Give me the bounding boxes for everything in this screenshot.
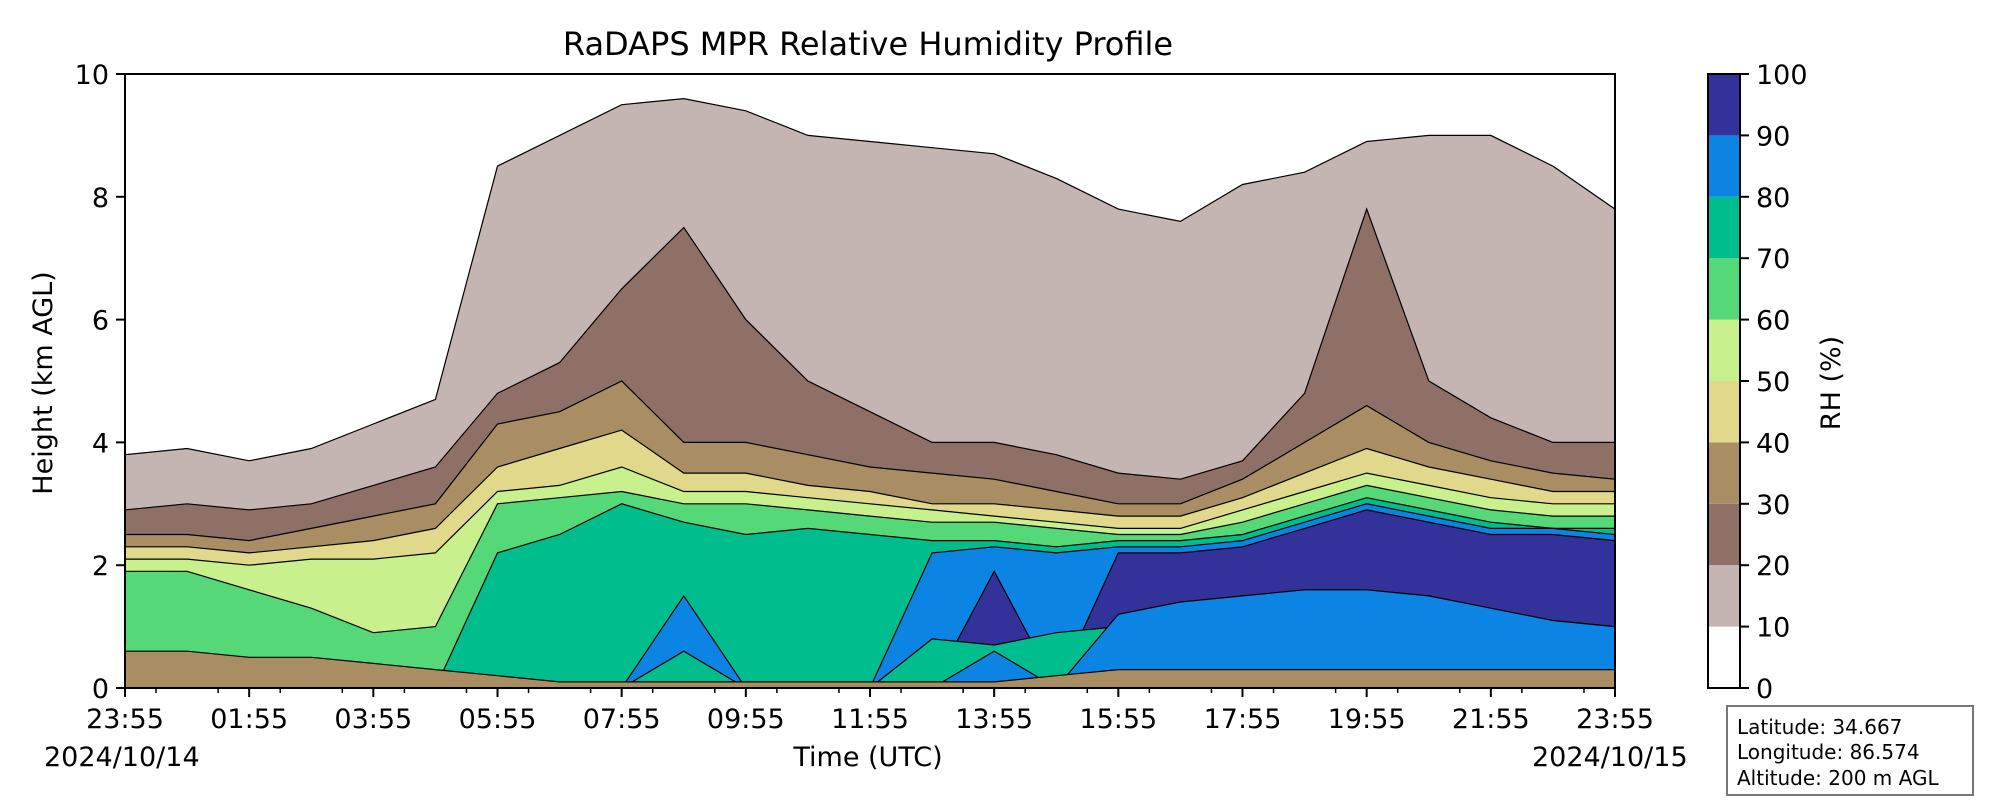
colorbar-bin-40	[1708, 381, 1740, 443]
colorbar-tick-label: 10	[1756, 613, 1790, 644]
y-tick-label: 8	[92, 183, 109, 214]
x-start-date: 2024/10/14	[44, 742, 200, 773]
x-tick-label: 21:55	[1452, 704, 1530, 735]
x-tick-label: 19:55	[1328, 704, 1406, 735]
x-end-date: 2024/10/15	[1532, 742, 1688, 773]
colorbar-tick-label: 0	[1756, 674, 1773, 705]
colorbar-tick-label: 90	[1756, 121, 1790, 152]
colorbar-tick-label: 100	[1756, 60, 1808, 91]
y-tick-label: 10	[75, 60, 109, 91]
colorbar-tick-label: 50	[1756, 367, 1790, 398]
colorbar-bin-50	[1708, 319, 1740, 381]
info-box-frame	[1726, 705, 1974, 796]
rh-surface-band	[124, 650, 1616, 689]
colorbar-label: RH (%)	[1816, 336, 1847, 430]
colorbar-bin-60	[1708, 258, 1740, 320]
axes: 23:55 01:55 03:55 05:55 07:55 09:55 11:55 13:55…	[75, 60, 1654, 735]
colorbar-bin-80	[1708, 135, 1740, 197]
x-tick-label: 13:55	[955, 704, 1033, 735]
x-tick-label: 17:55	[1204, 704, 1282, 735]
y-tick-label: 6	[92, 306, 109, 337]
colorbar-bin-10	[1708, 565, 1740, 627]
info-longitude: Longitude: 86.574	[1737, 740, 1920, 764]
colorbar-bin-90	[1708, 74, 1740, 136]
chart-title: RaDAPS MPR Relative Humidity Profile	[563, 25, 1173, 63]
x-tick-label: 07:55	[583, 704, 661, 735]
x-tick-label: 09:55	[707, 704, 785, 735]
colorbar-tick-label: 70	[1756, 244, 1790, 275]
x-tick-label: 03:55	[334, 704, 412, 735]
y-tick-label: 2	[92, 551, 109, 582]
colorbar-tick-label: 60	[1756, 306, 1790, 337]
info-altitude: Altitude: 200 m AGL	[1737, 766, 1939, 790]
y-tick-label: 0	[92, 674, 109, 705]
colorbar-bin-70	[1708, 196, 1740, 259]
colorbar-tick-label: 30	[1756, 490, 1790, 521]
colorbar-tick-label: 20	[1756, 551, 1790, 582]
colorbar-bin-20	[1708, 503, 1740, 566]
x-axis-label: Time (UTC)	[792, 742, 942, 773]
colorbar: 0 10 20 30 40 50 60 70 80 90 100	[1707, 60, 1808, 705]
y-axis-label: Height (km AGL)	[28, 271, 59, 494]
colorbar-tick-label: 40	[1756, 428, 1790, 459]
y-tick-label: 4	[92, 428, 109, 459]
x-tick-label: 05:55	[459, 704, 537, 735]
colorbar-bin-0	[1708, 626, 1740, 688]
info-latitude: Latitude: 34.667	[1737, 715, 1902, 739]
info-box: Latitude: 34.667 Longitude: 86.574 Altit…	[1726, 705, 1974, 796]
x-tick-label: 23:55	[1576, 704, 1654, 735]
x-tick-label: 23:55	[86, 704, 164, 735]
x-tick-label: 01:55	[210, 704, 288, 735]
x-tick-label: 15:55	[1079, 704, 1157, 735]
colorbar-bin-30	[1708, 442, 1740, 504]
plot-area	[124, 74, 1616, 690]
x-tick-label: 11:55	[831, 704, 909, 735]
colorbar-tick-label: 80	[1756, 183, 1790, 214]
